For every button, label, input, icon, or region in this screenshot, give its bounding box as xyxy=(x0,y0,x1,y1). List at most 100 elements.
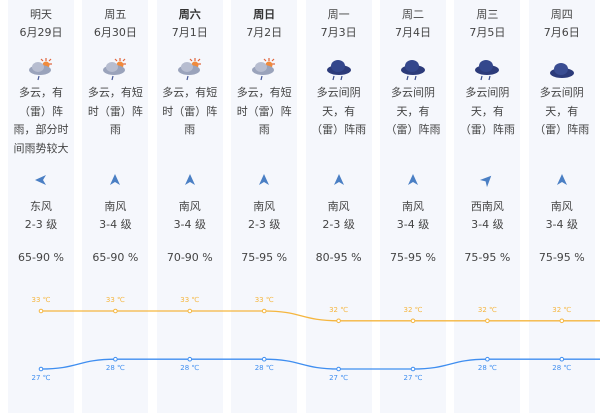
wind-direction: 南风 xyxy=(550,200,573,213)
description-line: 时（雷）阵 xyxy=(162,104,218,118)
rain-cloud-icon xyxy=(472,56,502,82)
high-temp-point xyxy=(261,308,267,314)
low-temp-label: 28 ℃ xyxy=(106,364,125,372)
day-label: 周日 xyxy=(253,8,276,21)
low-temp-label: 28 ℃ xyxy=(255,364,274,372)
high-temp-label: 33 ℃ xyxy=(106,296,125,304)
day-label: 明天 xyxy=(30,8,52,21)
wind-level: 2-3 级 xyxy=(24,218,58,231)
low-temp-point xyxy=(113,356,118,362)
humidity: 70-90 % xyxy=(166,251,213,264)
day-label: 周六 xyxy=(178,8,201,21)
cloudy-sun-rain-icon xyxy=(175,56,205,82)
date-label: 7月1日 xyxy=(171,26,208,39)
low-temp-label: 28 ℃ xyxy=(552,364,571,372)
date-label: 7月6日 xyxy=(543,26,580,39)
rain-cloud-icon xyxy=(324,56,354,82)
description-line: （雷）阵雨 xyxy=(311,123,367,136)
high-temp-label: 32 ℃ xyxy=(552,306,571,314)
day-column: 周四 7月6日 多云间阴 天，有 （雷）阵雨 南风 3-4 级 75-95 % xyxy=(528,0,595,413)
description-line: 雨 xyxy=(258,123,270,136)
description-line: 天，有 xyxy=(322,104,356,118)
low-temp-line xyxy=(40,358,600,370)
cloudy-sun-rain-icon xyxy=(26,56,56,82)
wind-direction: 南风 xyxy=(104,200,127,213)
low-temp-point xyxy=(559,356,565,362)
high-temp-point xyxy=(113,308,118,314)
description-line: 时（雷）阵 xyxy=(236,104,292,118)
description-line: 天，有 xyxy=(545,104,579,118)
date-label: 7月5日 xyxy=(469,26,506,39)
day-label: 周一 xyxy=(327,8,350,21)
description-line: 雨 xyxy=(109,123,121,136)
high-temp-point xyxy=(187,308,193,314)
description-line: 天，有 xyxy=(470,104,504,118)
humidity: 65-90 % xyxy=(18,251,64,264)
high-temp-label: 33 ℃ xyxy=(180,296,199,304)
day-column: 周六 7月1日 多云，有短 时（雷）阵雨 南风 3-4 级 70-90 % xyxy=(156,0,223,413)
day-column: 周一 7月3日 多云间阴 天，有 （雷）阵雨 南风 2-3 级 80-95 % xyxy=(305,0,372,413)
description-line: 多云间阴 xyxy=(465,86,510,99)
day-label: 周五 xyxy=(104,8,127,21)
description-line: 时（雷）阵 xyxy=(87,104,143,118)
description-line: 多云，有 xyxy=(19,86,63,99)
day-label: 周四 xyxy=(550,8,573,21)
high-temp-point xyxy=(410,318,416,324)
high-temp-line xyxy=(41,310,600,322)
high-temp-label: 33 ℃ xyxy=(255,296,274,304)
weather-description: 多云，有短 时（雷）阵雨 xyxy=(72,84,158,140)
day-column: 周日 7月2日 多云，有短 时（雷）阵雨 南风 2-3 级 75-95 % xyxy=(231,0,298,413)
wind-level: 3-4 级 xyxy=(173,218,207,231)
day-column: 明天 6月29日 多云，有 （雷）阵 雨，部分时 间雨势较大 东风 2-3 级 65-… xyxy=(8,0,74,413)
wind-direction: 南风 xyxy=(253,200,276,213)
humidity: 80-95 % xyxy=(315,251,362,264)
wind-level: 3-4 级 xyxy=(396,218,430,231)
humidity: 75-95 % xyxy=(390,251,436,264)
description-line: 间雨势较大 xyxy=(13,141,69,155)
day-column: 周五 6月30日 多云，有短 时（雷）阵雨 南风 3-4 级 65-90 % xyxy=(82,0,149,413)
day-column: 周三 7月5日 多云间阴 天，有 （雷）阵雨 西南风 3-4 级 75-95 % xyxy=(454,0,521,413)
wind-level: 3-4 级 xyxy=(545,218,579,231)
date-label: 7月4日 xyxy=(395,26,431,39)
humidity: 75-95 % xyxy=(464,251,511,264)
wind-direction: 南风 xyxy=(178,200,201,213)
date-label: 7月2日 xyxy=(246,26,283,39)
weather-description: 多云，有 （雷）阵 雨，部分时 间雨势较大 xyxy=(0,84,84,158)
low-temp-label: 28 ℃ xyxy=(478,364,497,372)
high-temp-label: 33 ℃ xyxy=(32,296,51,304)
wind-direction: 南风 xyxy=(402,200,424,213)
low-temp-point xyxy=(336,366,341,372)
date-label: 6月29日 xyxy=(19,26,63,39)
low-temp-label: 27 ℃ xyxy=(329,374,348,382)
humidity: 75-95 % xyxy=(538,251,585,264)
high-temp-label: 32 ℃ xyxy=(478,306,497,314)
weather-description: 多云间阴 天，有 （雷）阵雨 xyxy=(370,84,456,140)
north-arrow-icon xyxy=(331,172,347,188)
wind-level: 2-3 级 xyxy=(322,218,355,231)
weather-description: 多云间阴 天，有 （雷）阵雨 xyxy=(519,84,600,140)
high-temp-point xyxy=(485,318,490,324)
low-temp-label: 27 ℃ xyxy=(32,374,51,382)
cloudy-sun-rain-icon xyxy=(249,56,279,82)
day-label: 周三 xyxy=(476,8,499,21)
north-arrow-icon xyxy=(405,172,421,188)
north-arrow-icon xyxy=(107,172,123,188)
wind-level: 3-4 级 xyxy=(471,218,504,231)
north-arrow-icon xyxy=(182,172,198,188)
description-line: 多云，有短 xyxy=(236,86,292,99)
low-temp-point xyxy=(410,366,416,372)
high-temp-label: 32 ℃ xyxy=(404,306,423,314)
wind-level: 2-3 级 xyxy=(247,218,281,231)
description-line: （雷）阵雨 xyxy=(459,123,515,136)
west-arrow-icon xyxy=(33,172,49,188)
description-line: 雨，部分时 xyxy=(13,123,69,136)
low-temp-point xyxy=(38,366,44,372)
weather-description: 多云间阴 天，有 （雷）阵雨 xyxy=(296,84,382,140)
description-line: 多云间阴 xyxy=(391,86,435,99)
low-temp-label: 28 ℃ xyxy=(180,364,199,372)
wind-level: 3-4 级 xyxy=(99,218,132,231)
wind-direction: 东风 xyxy=(30,200,52,213)
low-temp-point xyxy=(261,356,267,362)
date-label: 7月3日 xyxy=(320,26,357,39)
wind-direction: 南风 xyxy=(327,200,350,213)
